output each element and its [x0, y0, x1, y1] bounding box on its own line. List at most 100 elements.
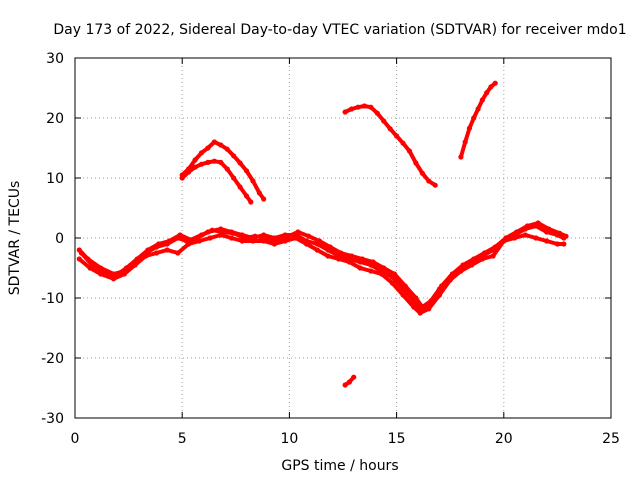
data-point [224, 146, 230, 152]
data-point [303, 241, 310, 247]
data-point [293, 235, 299, 241]
data-point [426, 178, 432, 184]
data-point [391, 271, 398, 277]
data-point [381, 118, 387, 124]
data-point [394, 133, 400, 139]
data-point [205, 159, 211, 165]
data-point [503, 235, 509, 241]
data-point [466, 125, 473, 131]
data-point [237, 160, 243, 166]
data-point [400, 292, 406, 298]
y-tick-label: 10 [46, 171, 64, 187]
data-point [511, 235, 518, 241]
data-point [462, 139, 468, 145]
data-point [492, 244, 498, 250]
data-point [325, 253, 331, 259]
data-point [522, 232, 528, 238]
data-point [389, 280, 395, 286]
y-tick-label: -10 [41, 291, 64, 307]
data-point [351, 374, 357, 380]
data-point [368, 268, 374, 274]
data-point [488, 84, 494, 90]
data-point [492, 80, 498, 86]
data-point [273, 238, 280, 244]
data-point [342, 109, 348, 115]
y-tick-label: -20 [41, 351, 64, 367]
data-point [449, 271, 455, 277]
data-point [224, 166, 230, 172]
data-point [211, 158, 217, 164]
data-point [426, 306, 432, 312]
x-axis-label: GPS time / hours [281, 458, 398, 474]
data-point [475, 106, 481, 112]
data-point [514, 229, 520, 235]
data-point [479, 256, 485, 262]
data-point [348, 106, 355, 112]
data-point [355, 104, 361, 110]
data-point [164, 247, 170, 253]
data-point [481, 250, 488, 256]
data-point [342, 382, 348, 388]
data-point [192, 157, 198, 163]
data-point [284, 234, 290, 240]
data-point [484, 90, 490, 96]
data-point [156, 241, 162, 247]
data-point [134, 256, 140, 262]
data-point [561, 241, 567, 247]
data-point [228, 235, 235, 241]
data-point [402, 283, 408, 289]
y-tick-label: -30 [41, 411, 64, 427]
data-point [346, 379, 353, 385]
data-point [381, 265, 387, 271]
data-point [123, 265, 130, 271]
data-point [458, 154, 464, 160]
data-point [100, 268, 106, 274]
data-point [469, 262, 475, 268]
data-point [368, 104, 374, 110]
data-point [524, 223, 530, 229]
data-point [544, 238, 550, 244]
data-point [348, 253, 355, 259]
data-point [256, 190, 262, 196]
data-point [471, 256, 477, 262]
y-tick-label: 30 [46, 51, 64, 67]
data-point [198, 150, 205, 156]
data-point [316, 238, 323, 244]
data-point [295, 229, 301, 235]
data-point [406, 148, 413, 154]
data-point [177, 232, 183, 238]
data-point [306, 233, 312, 239]
data-point [419, 170, 425, 176]
data-point [237, 184, 243, 190]
data-point [211, 139, 217, 145]
data-point [153, 250, 160, 256]
data-point [250, 238, 256, 244]
ticks [74, 57, 612, 419]
data-point [357, 265, 363, 271]
data-point [220, 229, 226, 235]
data-point [428, 298, 434, 304]
data-point [413, 295, 419, 301]
data-point [175, 250, 181, 256]
data-point [192, 164, 198, 170]
data-point [198, 161, 205, 167]
data-point [231, 175, 237, 181]
data-point [471, 115, 477, 121]
data-point [188, 237, 194, 243]
data-point [359, 256, 365, 262]
data-point [346, 259, 353, 265]
data-point [89, 262, 95, 268]
data-point [78, 250, 85, 256]
data-point [166, 238, 172, 244]
data-point [261, 196, 267, 202]
data-point [533, 235, 539, 241]
data-point [248, 199, 254, 205]
data-point [546, 226, 552, 232]
data-point [218, 142, 224, 148]
data-point [479, 97, 485, 103]
data-point [198, 232, 205, 238]
data-point [439, 283, 445, 289]
data-point [411, 304, 417, 310]
data-point [336, 256, 342, 262]
